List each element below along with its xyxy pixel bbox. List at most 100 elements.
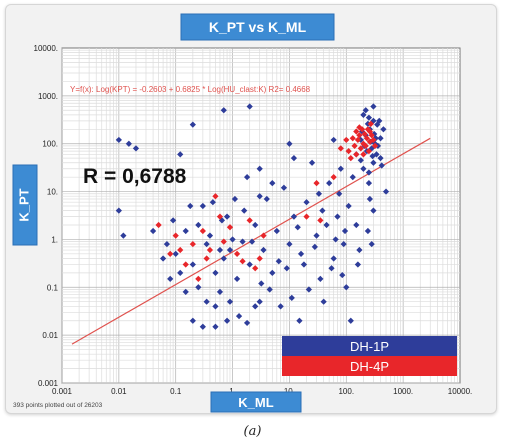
- point-dh-1p: [300, 261, 308, 268]
- point-dh-1p: [149, 227, 157, 235]
- point-dh-1p: [319, 207, 326, 214]
- figure-caption: (a): [243, 424, 262, 439]
- legend-swatch-dh-4p: [282, 356, 457, 376]
- y-tick-label: 10.: [47, 188, 58, 197]
- point-dh-1p: [177, 151, 184, 158]
- point-dh-1p: [347, 317, 354, 324]
- point-dh-1p: [288, 294, 295, 302]
- point-dh-4p: [260, 232, 267, 239]
- point-dh-4p: [155, 221, 162, 229]
- data-points: [115, 103, 390, 330]
- point-dh-1p: [220, 107, 227, 114]
- point-dh-4p: [226, 224, 234, 231]
- point-dh-4p: [252, 265, 259, 272]
- point-dh-1p: [297, 250, 305, 257]
- point-dh-1p: [354, 261, 362, 268]
- point-dh-1p: [170, 217, 177, 224]
- x-tick-label: 0.01: [111, 387, 127, 396]
- point-dh-1p: [275, 258, 282, 265]
- point-dh-4p: [347, 155, 354, 162]
- point-dh-1p: [252, 221, 259, 229]
- legend-swatch-dh-1p: [282, 336, 457, 356]
- point-dh-4p: [189, 240, 196, 248]
- point-dh-1p: [252, 303, 259, 310]
- point-dh-4p: [167, 250, 174, 257]
- point-dh-4p: [313, 180, 320, 187]
- point-dh-1p: [125, 140, 132, 147]
- point-dh-4p: [362, 142, 369, 150]
- plot-area: [61, 47, 461, 384]
- point-dh-1p: [187, 202, 194, 210]
- y-axis-label: K_PT: [16, 188, 31, 221]
- regression-equation: Y=f(x): Log(KPT) = -0.2603 + 0.6825 * Lo…: [70, 85, 311, 94]
- x-tick-label: 100.: [338, 387, 354, 396]
- x-label-box: [210, 391, 302, 413]
- point-dh-1p: [313, 232, 320, 239]
- point-dh-1p: [356, 246, 363, 254]
- point-dh-1p: [370, 207, 377, 214]
- point-dh-4p: [337, 145, 344, 152]
- point-dh-1p: [203, 240, 210, 248]
- point-dh-1p: [296, 317, 303, 324]
- point-dh-1p: [317, 275, 324, 282]
- point-dh-1p: [328, 265, 335, 272]
- point-dh-1p: [339, 271, 346, 279]
- point-dh-4p: [212, 193, 219, 200]
- point-dh-1p: [189, 121, 196, 128]
- y-tick-label: 0.1: [47, 283, 59, 292]
- point-dh-1p: [365, 180, 373, 187]
- x-axis-label: K_ML: [238, 395, 273, 410]
- point-dh-1p: [277, 303, 284, 310]
- y-tick-label: 0.001: [38, 379, 59, 388]
- point-dh-1p: [216, 288, 224, 296]
- point-dh-1p: [172, 250, 179, 257]
- chart-title: K_PT vs K_ML: [209, 19, 307, 35]
- point-dh-1p: [246, 103, 253, 110]
- legend: DH-1P DH-4P: [282, 336, 457, 376]
- point-dh-1p: [209, 199, 216, 206]
- x-tick-label: 1000.: [393, 387, 413, 396]
- title-box: [180, 13, 335, 41]
- point-dh-1p: [132, 145, 140, 152]
- point-dh-1p: [229, 236, 236, 243]
- point-dh-1p: [115, 136, 122, 144]
- point-dh-1p: [269, 269, 276, 276]
- y-tick-label: 1000.: [38, 92, 58, 101]
- point-dh-1p: [353, 221, 360, 229]
- point-dh-1p: [266, 286, 273, 293]
- point-dh-1p: [231, 195, 239, 203]
- x-tick-label: 0.1: [170, 387, 182, 396]
- point-dh-1p: [223, 213, 231, 220]
- x-tick-label: 10000.: [448, 387, 472, 396]
- point-dh-1p: [283, 265, 290, 272]
- y-tick-label: 0.01: [42, 331, 58, 340]
- y-tick-label: 1.: [51, 235, 58, 244]
- point-dh-1p: [256, 298, 263, 305]
- point-dh-1p: [243, 174, 251, 181]
- point-dh-1p: [330, 255, 337, 262]
- point-dh-1p: [235, 312, 243, 320]
- point-dh-1p: [260, 246, 267, 254]
- point-dh-1p: [163, 240, 171, 248]
- point-dh-4p: [233, 250, 241, 257]
- point-dh-1p: [326, 180, 333, 187]
- point-dh-4p: [365, 148, 373, 155]
- y-label-box: [12, 164, 38, 246]
- point-dh-4p: [239, 258, 246, 265]
- r-annotation: R = 0,6788: [83, 165, 187, 188]
- point-dh-4p: [199, 227, 206, 235]
- point-dh-1p: [182, 227, 189, 235]
- point-dh-4p: [220, 238, 227, 245]
- point-dh-4p: [256, 255, 263, 262]
- point-dh-1p: [377, 155, 384, 162]
- point-dh-1p: [269, 180, 276, 187]
- grid: [61, 48, 460, 384]
- point-dh-1p: [216, 246, 224, 254]
- points-footer: 393 points plotted out of 26203: [13, 402, 103, 409]
- point-dh-4p: [361, 130, 368, 138]
- y-tick-label: 100.: [42, 140, 58, 149]
- x-tick-label: 0.001: [52, 387, 73, 396]
- point-dh-4p: [371, 142, 379, 150]
